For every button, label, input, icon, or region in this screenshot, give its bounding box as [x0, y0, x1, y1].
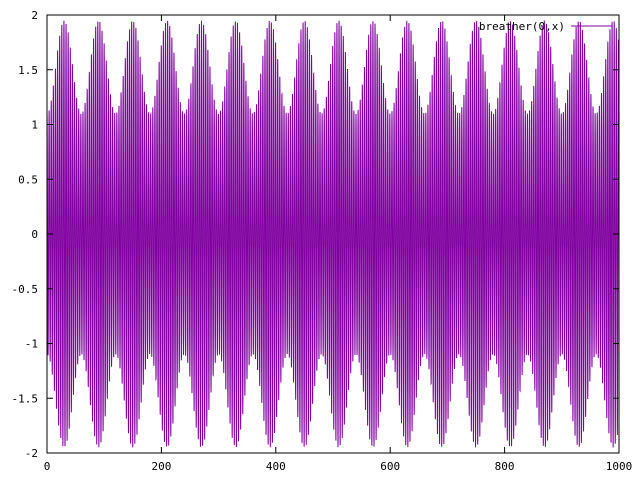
x-tick-label: 400 — [266, 460, 286, 473]
legend-label: breather(0,x) — [479, 20, 565, 33]
x-tick-label: 800 — [495, 460, 515, 473]
series-layer — [46, 20, 620, 448]
y-tick-label: -1.5 — [12, 392, 39, 405]
ticks-layer: 0 200 400 600 800 1000 -2 -1.5 -1 -0.5 0 0.5 1 1.5 2 — [12, 9, 633, 473]
x-tick-label: 200 — [151, 460, 171, 473]
y-tick-label: 2 — [31, 9, 38, 22]
y-tick-label: 0.5 — [18, 173, 38, 186]
y-tick-label: 1.5 — [18, 64, 38, 77]
y-tick-label: -1 — [25, 338, 38, 351]
y-tick-label: 0 — [31, 228, 38, 241]
x-tick-label: 1000 — [606, 460, 633, 473]
legend: breather(0,x) — [479, 20, 612, 33]
y-tick-label: 1 — [31, 119, 38, 132]
x-tick-label: 600 — [380, 460, 400, 473]
y-tick-label: -2 — [25, 447, 38, 460]
series-line-breather — [46, 20, 620, 448]
y-tick-label: -0.5 — [12, 283, 39, 296]
x-tick-label: 0 — [44, 460, 51, 473]
